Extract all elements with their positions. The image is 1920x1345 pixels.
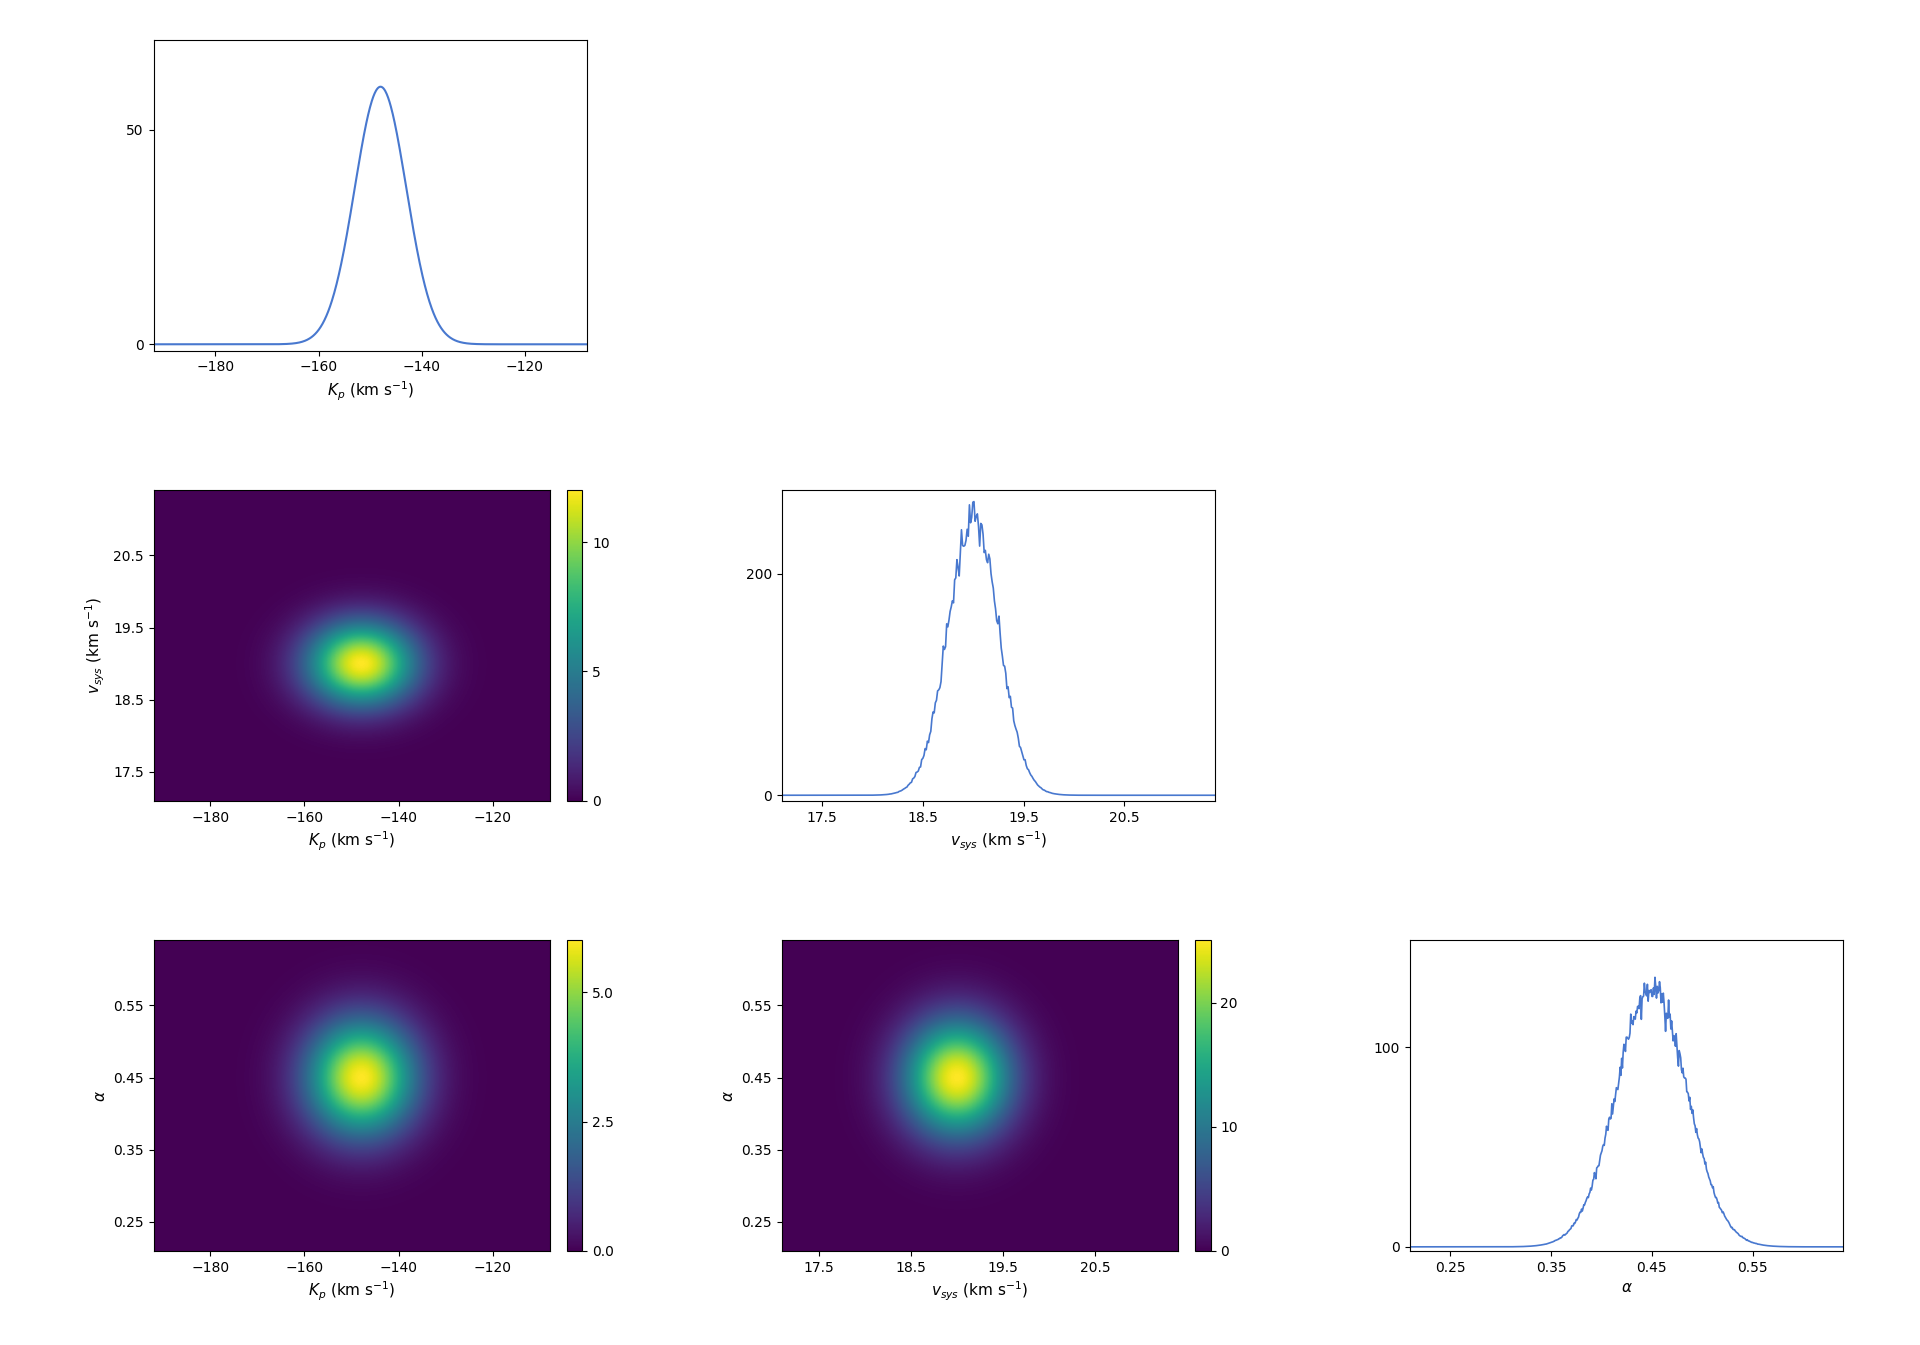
Y-axis label: $\alpha$: $\alpha$: [720, 1089, 735, 1102]
X-axis label: $K_p$ (km s$^{-1}$): $K_p$ (km s$^{-1}$): [307, 830, 396, 853]
Y-axis label: $v_{sys}$ (km s$^{-1}$): $v_{sys}$ (km s$^{-1}$): [84, 597, 108, 694]
X-axis label: $\alpha$: $\alpha$: [1620, 1280, 1632, 1295]
X-axis label: $K_p$ (km s$^{-1}$): $K_p$ (km s$^{-1}$): [307, 1280, 396, 1303]
X-axis label: $K_p$ (km s$^{-1}$): $K_p$ (km s$^{-1}$): [326, 381, 415, 404]
X-axis label: $v_{sys}$ (km s$^{-1}$): $v_{sys}$ (km s$^{-1}$): [950, 830, 1046, 853]
X-axis label: $v_{sys}$ (km s$^{-1}$): $v_{sys}$ (km s$^{-1}$): [931, 1280, 1029, 1303]
Y-axis label: $\alpha$: $\alpha$: [92, 1089, 108, 1102]
